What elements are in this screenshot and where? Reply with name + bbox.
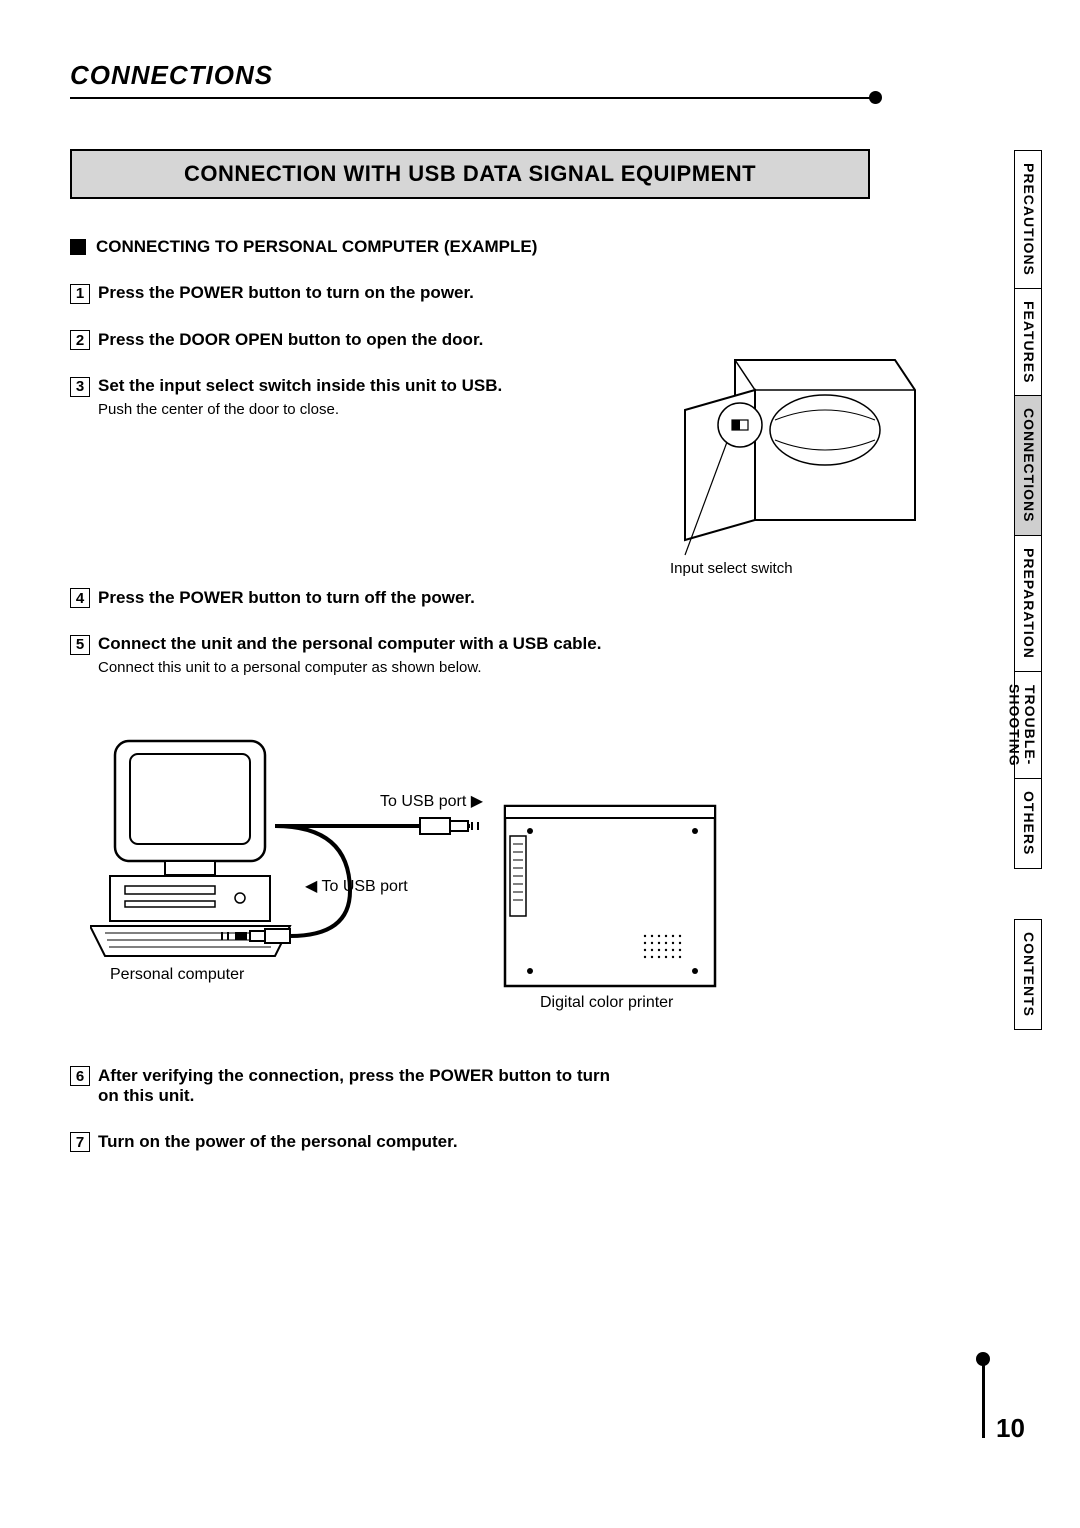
step-number: 6 (70, 1066, 90, 1086)
step-number: 1 (70, 284, 90, 304)
page-number-line (982, 1358, 985, 1438)
input-switch-diagram (665, 350, 925, 570)
sub-heading: CONNECTING TO PERSONAL COMPUTER (EXAMPLE… (70, 237, 870, 257)
step-number: 2 (70, 330, 90, 350)
title-rule (70, 97, 870, 99)
input-switch-caption: Input select switch (670, 560, 793, 577)
step-text: Connect the unit and the personal comput… (98, 634, 601, 654)
tab-connections[interactable]: CONNECTIONS (1014, 396, 1042, 535)
tab-troubleshooting[interactable]: TROUBLE- SHOOTING (1014, 672, 1042, 780)
page-title: CONNECTIONS (70, 60, 1010, 91)
page-number: 10 (996, 1413, 1025, 1444)
step-5: 5 Connect the unit and the personal comp… (70, 634, 870, 676)
step-text: Set the input select switch inside this … (98, 376, 502, 396)
step-number: 3 (70, 377, 90, 397)
step-6: 6 After verifying the connection, press … (70, 1066, 610, 1106)
tab-preparation[interactable]: PREPARATION (1014, 536, 1042, 672)
step-text: After verifying the connection, press th… (98, 1066, 610, 1106)
step-4: 4 Press the POWER button to turn off the… (70, 588, 870, 609)
step-2: 2 Press the DOOR OPEN button to open the… (70, 330, 870, 351)
step-text: Turn on the power of the personal comput… (98, 1132, 458, 1152)
step-note: Connect this unit to a personal computer… (98, 659, 870, 676)
arrow-right-icon: ▶ (471, 793, 483, 810)
sub-heading-text: CONNECTING TO PERSONAL COMPUTER (EXAMPLE… (96, 237, 537, 257)
step-number: 7 (70, 1132, 90, 1152)
step-1: 1 Press the POWER button to turn on the … (70, 283, 870, 304)
side-tab-bar: PRECAUTIONS FEATURES CONNECTIONS PREPARA… (1014, 150, 1042, 1030)
section-title-box: CONNECTION WITH USB DATA SIGNAL EQUIPMEN… (70, 149, 870, 199)
tab-others[interactable]: OTHERS (1014, 779, 1042, 868)
square-bullet-icon (70, 239, 86, 255)
usb-port-left-label: ◀ To USB port (305, 876, 408, 896)
step-text: Press the DOOR OPEN button to open the d… (98, 330, 483, 350)
step-7: 7 Turn on the power of the personal comp… (70, 1132, 870, 1153)
step-number: 5 (70, 635, 90, 655)
tab-contents[interactable]: CONTENTS (1014, 919, 1042, 1030)
step-number: 4 (70, 588, 90, 608)
tab-features[interactable]: FEATURES (1014, 289, 1042, 396)
usb-port-top-label: To USB port ▶ (380, 791, 483, 811)
page-number-area: 10 (970, 1358, 1030, 1468)
arrow-left-icon: ◀ (305, 878, 317, 895)
tab-precautions[interactable]: PRECAUTIONS (1014, 150, 1042, 289)
pc-label: Personal computer (110, 966, 244, 984)
printer-label: Digital color printer (540, 994, 673, 1012)
step-text: Press the POWER button to turn on the po… (98, 283, 474, 303)
connection-diagram: To USB port ▶ ◀ To USB port Personal com… (90, 726, 730, 1016)
step-text: Press the POWER button to turn off the p… (98, 588, 475, 608)
